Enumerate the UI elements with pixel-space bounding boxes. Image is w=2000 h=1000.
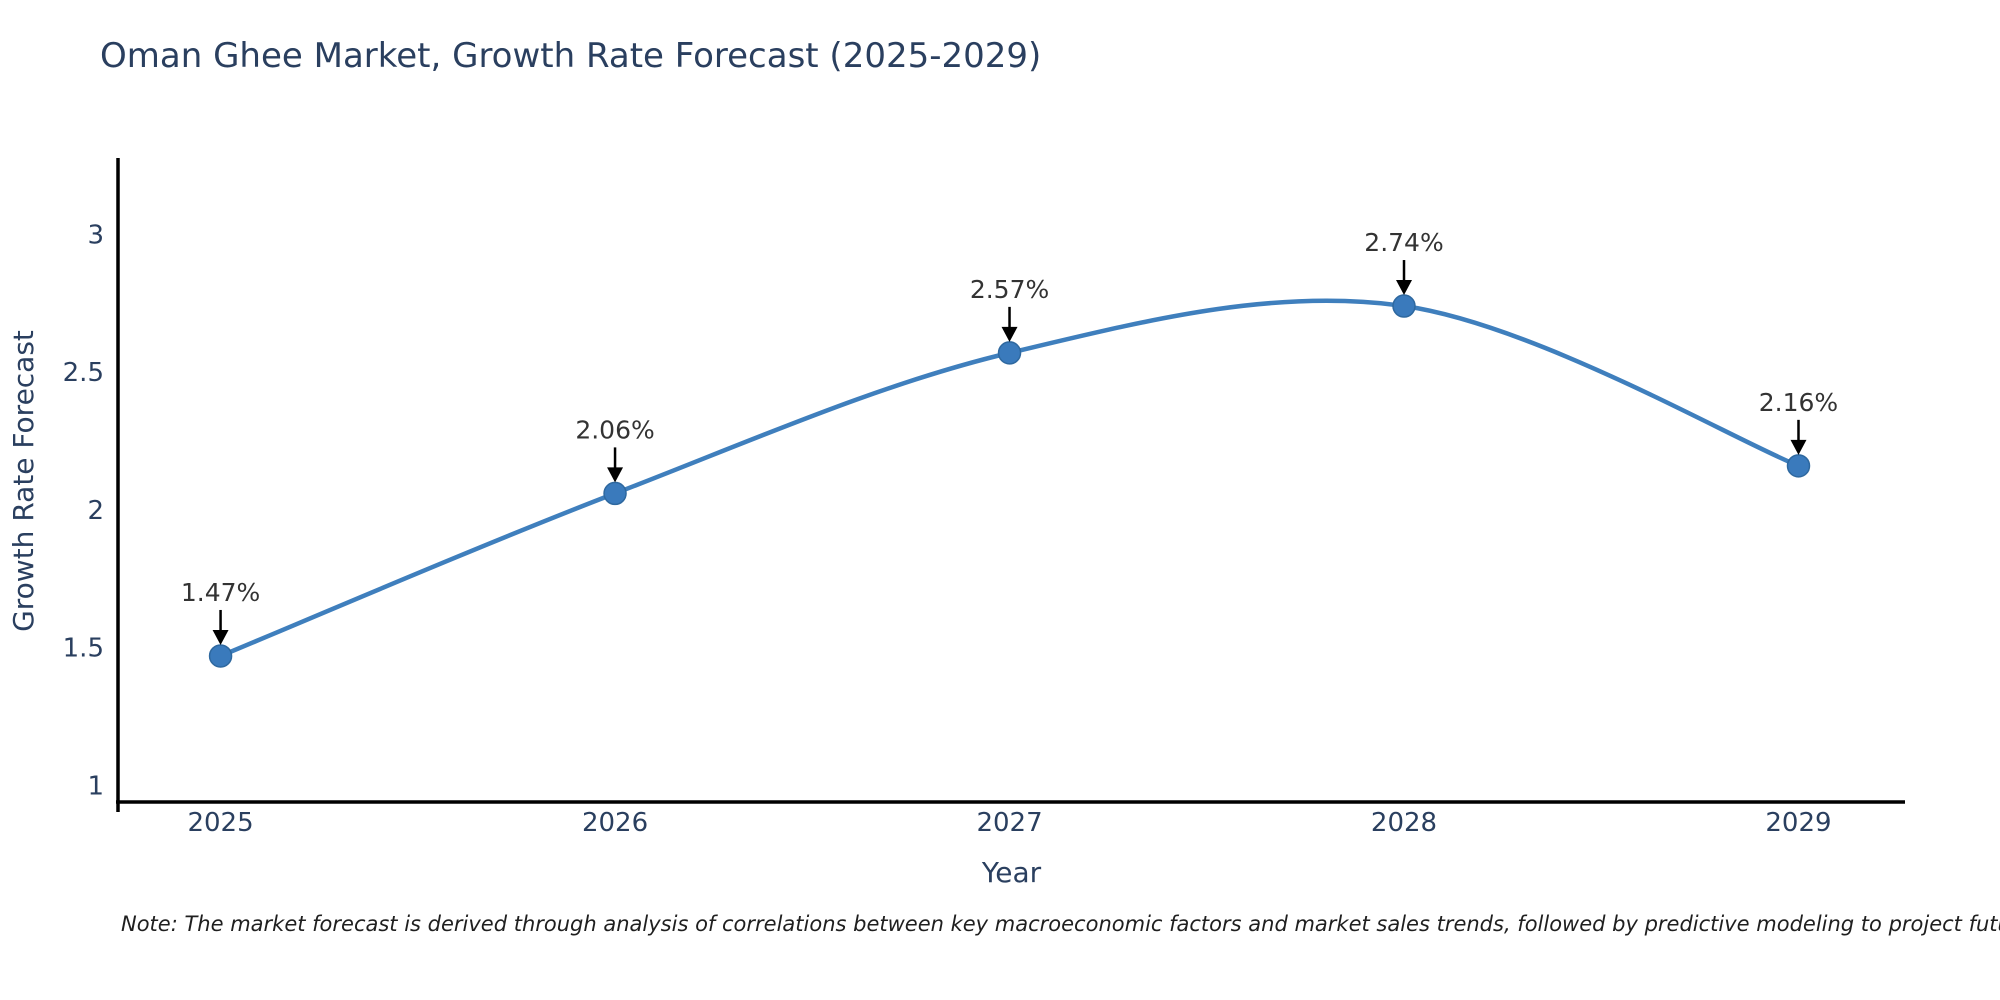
- x-axis-title: Year: [981, 856, 1042, 889]
- x-tick-label: 2025: [187, 808, 253, 838]
- data-point: [208, 644, 233, 668]
- y-tick-label: 3: [87, 220, 104, 250]
- y-tick-label: 1.5: [63, 634, 104, 664]
- data-point: [1786, 454, 1811, 478]
- x-tick-label: 2026: [582, 808, 648, 838]
- annotation-arrowhead: [212, 629, 229, 645]
- data-point: [997, 341, 1022, 365]
- annotation-arrowhead: [1790, 439, 1807, 455]
- x-tick-label: 2028: [1371, 808, 1437, 838]
- chart-title: Oman Ghee Market, Growth Rate Forecast (…: [100, 36, 1042, 76]
- annotation-label: 1.47%: [181, 578, 260, 607]
- y-tick-label: 2: [87, 496, 104, 526]
- data-point: [603, 481, 627, 506]
- annotation-arrowhead: [1001, 326, 1018, 342]
- footnote: Note: The market forecast is derived thr…: [121, 912, 2000, 936]
- x-tick-label: 2029: [1765, 808, 1831, 838]
- y-tick-label: 2.5: [63, 358, 104, 388]
- annotation-arrowhead: [1396, 280, 1413, 296]
- annotation-arrowhead: [607, 467, 624, 483]
- annotation-label: 2.57%: [970, 275, 1049, 304]
- x-tick-label: 2027: [976, 808, 1042, 838]
- annotation-label: 2.16%: [1759, 388, 1838, 417]
- annotation-label: 2.74%: [1364, 228, 1443, 257]
- y-axis-title: Growth Rate Forecast: [7, 330, 40, 632]
- data-point: [1392, 294, 1416, 318]
- annotation-label: 2.06%: [575, 415, 654, 444]
- y-tick-label: 1: [87, 771, 104, 801]
